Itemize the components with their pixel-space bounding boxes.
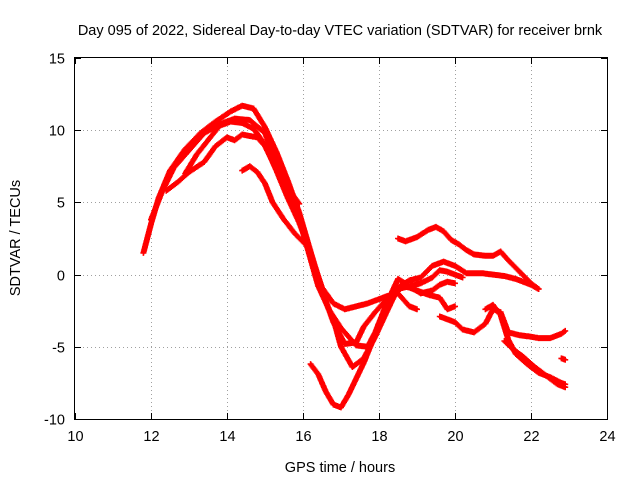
x-tick-label: 22 [523,429,539,445]
axis-ticks [75,58,608,420]
x-axis-label: GPS time / hours [285,460,395,476]
marker-track [163,131,303,207]
series-track-6 [307,283,458,411]
plot-frame [74,57,608,420]
series-track-7 [395,223,542,292]
y-tick-label: -10 [44,413,65,429]
series-track-5 [239,163,458,350]
x-tick-label: 18 [371,429,387,445]
x-tick-label: 16 [295,429,311,445]
marker-track [501,338,569,391]
x-tick-label: 20 [447,429,463,445]
series-track-11 [558,355,569,363]
y-tick-label: 10 [49,124,65,140]
x-tick-label: 14 [219,429,235,445]
x-tick-label: 24 [599,429,615,445]
y-axis-label: SDTVAR / TECUs [8,180,24,296]
series-track-9 [482,301,569,388]
marker-track [558,355,569,363]
marker-track [239,163,458,350]
marker-track [307,283,458,411]
x-tick-label: 12 [143,429,159,445]
series-track-4 [163,131,303,207]
y-tick-label: 5 [57,196,65,212]
marker-track [482,301,569,388]
y-tick-label: 15 [49,52,65,68]
series-track-10 [501,338,569,391]
chart-title: Day 095 of 2022, Sidereal Day-to-day VTE… [78,23,603,39]
grid [75,58,607,419]
marker-track [395,223,542,292]
y-tick-label: 0 [57,269,65,285]
data-marks [140,102,569,411]
tick-labels: 10 12 14 16 18 20 22 24 -10 -5 0 5 10 15 [44,52,616,446]
y-tick-label: -5 [52,341,65,357]
x-tick-label: 10 [67,429,83,445]
